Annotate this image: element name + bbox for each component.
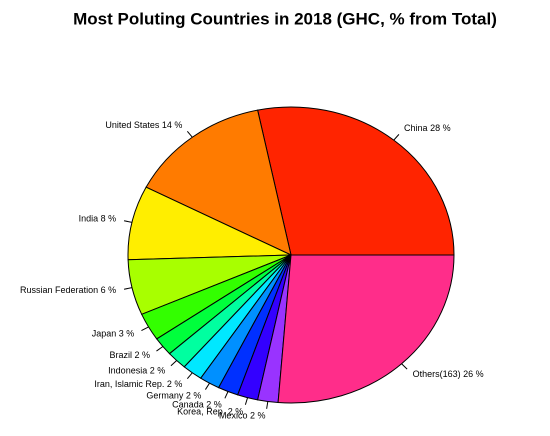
slice-label: Russian Federation 6 % — [20, 285, 116, 295]
leader-line — [224, 391, 229, 399]
leader-line — [123, 220, 133, 223]
slice-label: Korea, Rep. 2 % — [177, 406, 243, 416]
slice-label: United States 14 % — [105, 120, 182, 130]
leader-line — [186, 372, 193, 379]
slice-label: India 8 % — [79, 214, 117, 224]
leader-line — [156, 346, 164, 352]
slice-label: Canada 2 % — [172, 400, 222, 410]
slice-label: Indonesia 2 % — [108, 365, 165, 375]
pie: China 28 % United States 14 % India 8 % Rus… — [20, 106, 484, 421]
slice-label: Iran, Islamic Rep. 2 % — [94, 379, 182, 389]
slice-label: Others(163) 26 % — [413, 369, 484, 379]
leader-line — [401, 363, 408, 370]
slice-label: Germany 2 % — [146, 390, 201, 400]
leader-line — [123, 287, 133, 290]
leader-line — [186, 131, 193, 138]
pie-slice — [277, 254, 455, 404]
slice-label: Mexico 2 % — [219, 411, 266, 421]
chart-title: Most Poluting Countries in 2018 (GHC, % … — [73, 9, 497, 28]
leader-line — [393, 134, 400, 141]
leader-line — [141, 326, 149, 332]
leader-line — [266, 401, 269, 409]
slice-label: China 28 % — [404, 123, 451, 133]
leader-line — [244, 397, 249, 405]
leader-line — [170, 360, 177, 367]
slice-label: Brazil 2 % — [110, 350, 151, 360]
leader-line — [205, 382, 210, 390]
slice-label: Japan 3 % — [92, 329, 135, 339]
